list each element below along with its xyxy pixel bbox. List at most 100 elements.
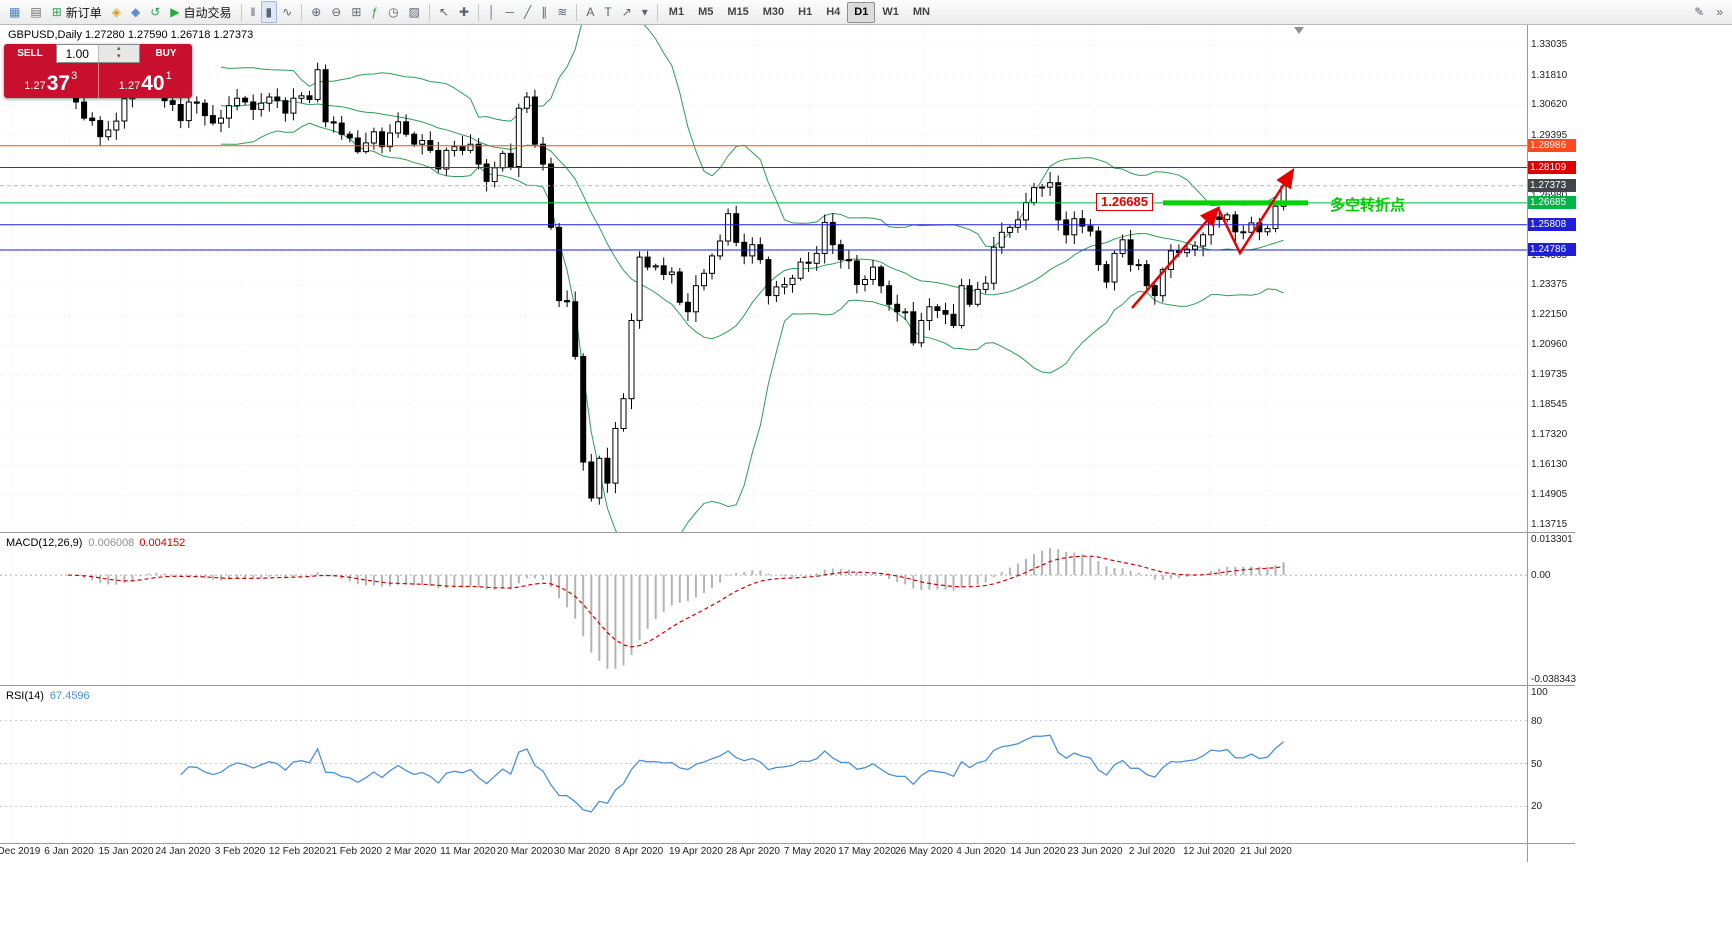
sell-price-button[interactable]: 1.27 37 3 — [4, 63, 98, 98]
timeframe-w1[interactable]: W1 — [882, 5, 899, 18]
profiles-icon[interactable]: ▤ — [25, 1, 46, 23]
overflow-chevron-icon[interactable]: » — [1711, 1, 1728, 23]
timeframe-m1[interactable]: M1 — [668, 5, 685, 18]
autotrading-button-label: 自动交易 — [183, 5, 232, 20]
symbol-ohlc-info: GBPUSD,Daily 1.27280 1.27590 1.26718 1.2… — [8, 29, 254, 41]
date-tick-label: 3 Feb 2020 — [214, 846, 266, 857]
timeframe-d1[interactable]: D1 — [847, 1, 876, 23]
date-tick-label: 14 Jun 2020 — [1010, 846, 1066, 857]
price-tick-label: 1.13715 — [1531, 518, 1568, 530]
timeframe-m15[interactable]: M15 — [727, 5, 749, 18]
price-badge: 1.27373 — [1528, 178, 1576, 192]
zoom-out-icon[interactable]: ⊖ — [326, 1, 346, 23]
toolbar: ▦ ▤ ⊞ 新订单 ◈ ◆ ↺ ▶ 自动交易 ‖ ▮ ∿ ⊕ ⊖ ⊞ ƒ ◷ ▨ ↖ ✚ │ ─ ╱ ∥ ≋ A T ↗ ▾ M1 M5 M1… — [0, 0, 1732, 25]
price-badge: 1.24786 — [1528, 243, 1576, 257]
date-tick-label: 21 Jul 2020 — [1240, 846, 1292, 857]
trendline-icon[interactable]: ╱ — [519, 1, 536, 23]
trend-arrows[interactable] — [1131, 167, 1295, 309]
date-tick-label: 2 Jul 2020 — [1128, 846, 1176, 857]
candlestick-chart-icon[interactable]: ▮ — [260, 1, 278, 23]
date-tick-label: 11 Mar 2020 — [440, 846, 496, 857]
fibonacci-icon[interactable]: ≋ — [552, 1, 572, 23]
vertical-line-icon: │ — [488, 5, 496, 19]
timeframe-m5[interactable]: M5 — [698, 5, 714, 18]
periods-icon: ◷ — [388, 5, 399, 19]
price-badge: 1.25808 — [1528, 217, 1576, 231]
buy-price-button[interactable]: 1.27 40 1 — [99, 63, 193, 98]
zoom-out-icon: ⊖ — [331, 5, 342, 19]
volume-up-icon[interactable]: ▴ — [116, 45, 121, 52]
indicators-icon[interactable]: ƒ — [366, 1, 383, 23]
volume-value: 1.00 — [65, 46, 89, 61]
vertical-line-icon[interactable]: │ — [483, 1, 501, 23]
volume-stepper[interactable]: ▴ ▾ — [97, 45, 139, 62]
cursor-icon: ↖ — [438, 5, 449, 19]
periods-icon[interactable]: ◷ — [383, 1, 403, 23]
date-tick-label: 23 Jun 2020 — [1067, 846, 1123, 857]
new-order-button-label: 新订单 — [65, 5, 102, 20]
new-chart-icon[interactable]: ▦ — [4, 1, 25, 23]
macd-panel-chart[interactable] — [0, 533, 1527, 685]
date-tick-label: 2 Mar 2020 — [385, 846, 437, 857]
date-tick-label: 12 Jul 2020 — [1183, 846, 1235, 857]
chart-shift-marker-icon[interactable] — [1294, 27, 1304, 34]
tile-windows-icon: ⊞ — [351, 5, 362, 19]
new-order-button[interactable]: ⊞ 新订单 — [47, 1, 107, 23]
price-badge: 1.26685 — [1528, 195, 1576, 209]
date-tick-label: 7 May 2020 — [783, 846, 837, 857]
date-tick-label: 8 Apr 2020 — [614, 846, 664, 857]
fibonacci-icon: ≋ — [557, 5, 568, 19]
channel-icon[interactable]: ∥ — [536, 1, 552, 23]
channel-icon: ∥ — [541, 5, 548, 19]
arrows-tool-icon[interactable]: ↗ — [617, 1, 637, 23]
trendline-icon: ╱ — [524, 5, 532, 19]
strategy-tester-icon[interactable]: ◈ — [107, 1, 126, 23]
horizontal-line-objects[interactable] — [0, 145, 1527, 251]
bar-chart-icon: ‖ — [250, 5, 256, 19]
date-tick-label: 12 Feb 2020 — [268, 846, 326, 857]
buy-button[interactable]: BUY — [155, 48, 177, 59]
line-chart-icon[interactable]: ∿ — [277, 1, 297, 23]
sell-button[interactable]: SELL — [17, 48, 43, 59]
crosshair-icon[interactable]: ✚ — [454, 1, 474, 23]
candlestick-chart-icon: ▮ — [265, 5, 273, 19]
rsi-panel-chart[interactable] — [0, 686, 1527, 843]
price-chart[interactable] — [0, 25, 1527, 532]
pencil-icon[interactable]: ✎ — [1689, 1, 1709, 23]
volume-field[interactable]: 1.00 ▴ ▾ — [56, 44, 140, 63]
price-level-tag[interactable]: 1.26685 — [1096, 193, 1153, 211]
metaeditor-icon[interactable]: ◆ — [126, 1, 145, 23]
templates-icon: ▨ — [408, 5, 420, 19]
zoom-in-icon[interactable]: ⊕ — [306, 1, 326, 23]
sell-price-sup: 3 — [71, 70, 78, 82]
bar-chart-icon[interactable]: ‖ — [246, 1, 261, 23]
text-icon[interactable]: A — [581, 1, 599, 23]
date-tick-label: 17 May 2020 — [838, 846, 896, 857]
annotation-note[interactable]: 多空转折点 — [1330, 197, 1406, 214]
arrows-dropdown-icon[interactable]: ▾ — [637, 1, 653, 23]
macd-indicator-label: MACD(12,26,9) 0.006008 0.004152 — [6, 537, 185, 549]
timeframe-m30[interactable]: M30 — [762, 5, 785, 18]
panel-separator-macd[interactable] — [0, 532, 1575, 533]
new-order-icon: ⊞ — [51, 5, 62, 19]
panel-separator-rsi[interactable] — [0, 685, 1575, 686]
timeframe-mn[interactable]: MN — [912, 5, 930, 18]
refresh-icon[interactable]: ↺ — [145, 1, 165, 23]
tile-windows-icon[interactable]: ⊞ — [346, 1, 366, 23]
cursor-icon[interactable]: ↖ — [434, 1, 454, 23]
volume-down-icon[interactable]: ▾ — [116, 53, 121, 60]
timeframe-h1[interactable]: H1 — [798, 5, 813, 18]
timeframe-h4[interactable]: H4 — [826, 5, 841, 18]
macd-signal-line — [67, 555, 1284, 648]
text-label-icon[interactable]: T — [599, 1, 616, 23]
horizontal-line-icon[interactable]: ─ — [501, 1, 520, 23]
grid — [0, 25, 1527, 532]
templates-icon[interactable]: ▨ — [404, 1, 425, 23]
autotrading-button[interactable]: ▶ 自动交易 — [165, 1, 236, 23]
one-click-trading-widget: SELL 1.00 ▴ ▾ BUY 1.27 37 3 1.27 40 1 — [4, 44, 192, 98]
price-tick-label: 1.33035 — [1531, 39, 1568, 51]
date-tick-label: 21 Feb 2020 — [325, 846, 383, 857]
price-tick-label: 1.30620 — [1531, 99, 1568, 111]
